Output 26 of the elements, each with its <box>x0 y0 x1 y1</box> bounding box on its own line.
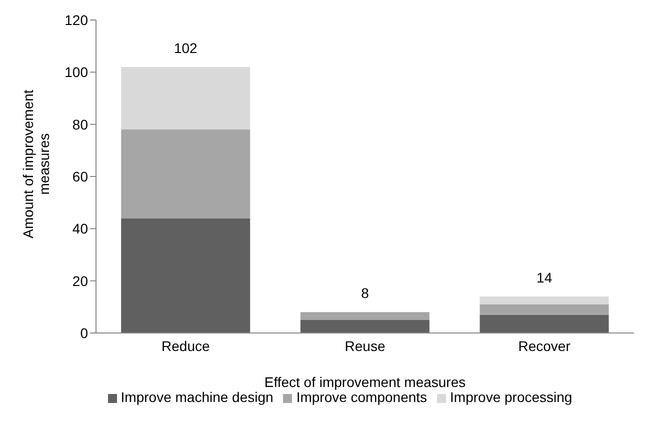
bar <box>480 296 609 304</box>
bar <box>121 66 250 130</box>
y-tick-label: 80 <box>72 116 88 132</box>
legend-label: Improve components <box>296 389 428 405</box>
total-label: 102 <box>174 40 198 56</box>
x-tick-label: Recover <box>518 338 571 354</box>
legend-label: Improve processing <box>450 389 572 405</box>
y-axis-title: Amount of improvement measures <box>20 88 52 240</box>
x-tick-label: Reduce <box>162 338 210 354</box>
x-tick-label: Reuse <box>344 338 386 354</box>
y-tick-label: 120 <box>64 12 88 28</box>
y-tick-label: 0 <box>80 324 88 341</box>
bar <box>300 312 430 320</box>
legend-label: Improve machine design <box>120 389 274 405</box>
bar <box>300 320 430 333</box>
total-label: 14 <box>536 269 552 286</box>
y-tick-label: 40 <box>72 220 88 237</box>
bar <box>121 130 250 218</box>
total-label: 8 <box>361 285 370 302</box>
bar <box>121 218 250 333</box>
y-tick-label: 100 <box>64 64 88 80</box>
bar <box>480 304 609 315</box>
y-tick-label: 20 <box>72 272 88 289</box>
x-axis-title: Effect of improvement measures <box>264 374 466 390</box>
bar <box>480 314 609 333</box>
y-tick-label: 60 <box>72 168 88 184</box>
